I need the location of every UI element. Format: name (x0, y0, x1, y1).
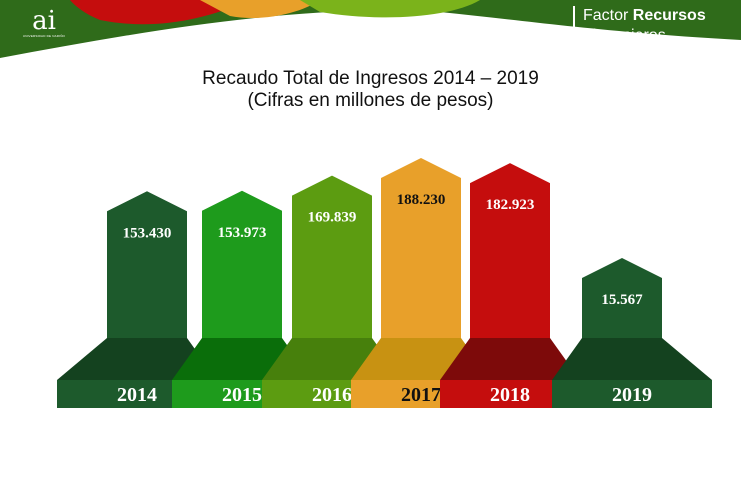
value-label-2018: 182.923 (486, 197, 535, 213)
header-banner (0, 0, 741, 58)
bar-2017 (381, 158, 461, 338)
year-label-2016: 2016 (312, 384, 352, 406)
bar-foot-2014 (57, 338, 217, 380)
year-label-2019: 2019 (612, 384, 652, 406)
year-label-2017: 2017 (401, 384, 441, 406)
section-word: Factor (583, 7, 629, 24)
year-label-2018: 2018 (490, 384, 530, 406)
bar-2019 (582, 258, 662, 338)
chart-title: Recaudo Total de Ingresos 2014 – 2019 (202, 68, 539, 89)
chart-subtitle: (Cifras en millones de pesos) (247, 90, 494, 111)
university-logo: ai UNIVERSIDAD DE NARIÑO (16, 8, 72, 50)
section-word-bold: Recursos (632, 7, 706, 24)
bar-2016 (292, 175, 372, 338)
year-label-2014: 2014 (117, 384, 157, 406)
year-label-2015: 2015 (222, 384, 262, 406)
value-label-2016: 169.839 (308, 210, 357, 226)
bar-2018 (470, 163, 550, 338)
logo-mark: ai (32, 6, 56, 36)
section-title: Factor Recursos Financieros (573, 6, 706, 46)
value-label-2014: 153.430 (123, 225, 172, 241)
header-red-shape (70, 0, 250, 25)
logo-subtext: UNIVERSIDAD DE NARIÑO (22, 34, 66, 38)
value-label-2015: 153.973 (218, 225, 267, 241)
header-lightgreen-shape (300, 0, 480, 18)
value-label-2019: 15.567 (601, 292, 643, 308)
section-line2: Financieros (583, 27, 666, 44)
bar-2015 (202, 190, 282, 338)
bar-foot-2019 (552, 338, 712, 380)
bar-foot-2018 (440, 338, 580, 380)
chart-title-block: Recaudo Total de Ingresos 2014 – 2019 (C… (0, 68, 741, 112)
header-orange-shape (200, 0, 320, 19)
bar-2014 (107, 191, 187, 338)
year-band-2019 (552, 380, 712, 408)
value-label-2017: 188.230 (397, 192, 446, 208)
